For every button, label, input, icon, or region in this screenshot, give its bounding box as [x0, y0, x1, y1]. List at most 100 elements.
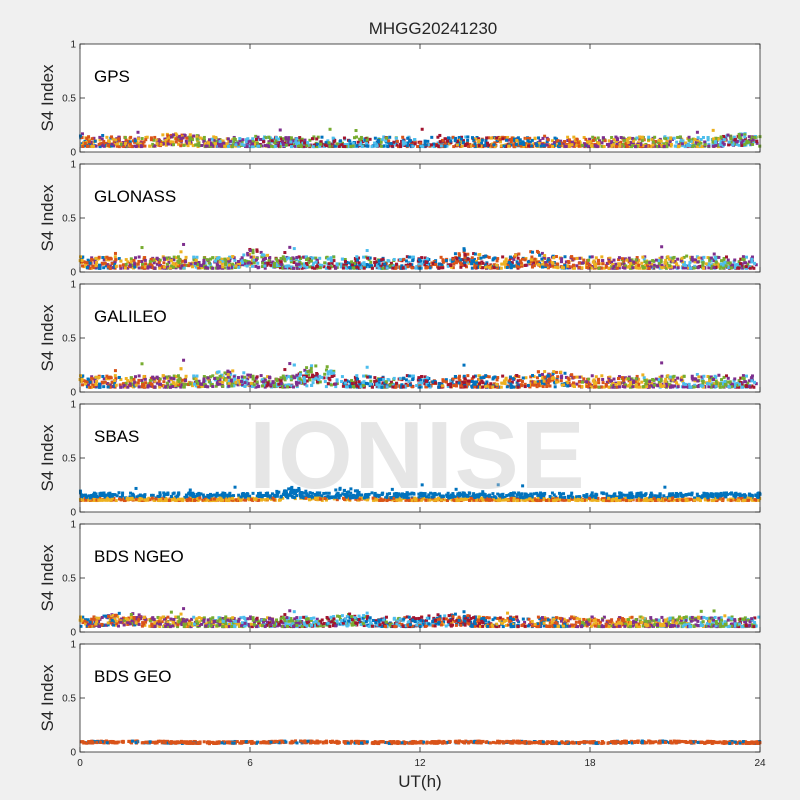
data-point	[148, 378, 152, 382]
data-point	[471, 383, 475, 387]
data-point	[401, 385, 405, 389]
data-point	[252, 261, 256, 265]
y-tick-label: 0	[70, 148, 76, 159]
data-point	[717, 137, 721, 141]
data-point	[571, 381, 575, 385]
data-point	[354, 378, 358, 382]
data-point	[353, 375, 357, 379]
data-point	[532, 142, 536, 146]
data-point	[270, 144, 274, 148]
data-point	[586, 145, 590, 149]
data-point	[410, 385, 414, 389]
data-point	[216, 266, 220, 270]
data-point	[676, 257, 680, 261]
data-point	[334, 382, 338, 386]
data-point	[128, 380, 132, 384]
data-point	[622, 138, 626, 142]
data-point	[682, 261, 686, 265]
data-point	[726, 376, 730, 380]
data-point	[627, 256, 631, 260]
data-point	[598, 139, 602, 143]
data-point	[628, 142, 632, 146]
data-point	[571, 263, 575, 267]
data-point	[266, 144, 270, 148]
data-point	[381, 262, 385, 266]
data-point	[263, 385, 267, 389]
data-point	[141, 142, 145, 146]
data-point	[612, 258, 616, 262]
data-point	[290, 265, 294, 269]
data-point	[707, 381, 711, 385]
data-point	[696, 379, 700, 383]
data-point	[137, 378, 141, 382]
data-point	[455, 257, 459, 261]
data-point	[474, 137, 478, 141]
data-point	[291, 139, 295, 143]
data-point	[238, 262, 242, 266]
data-point	[510, 261, 514, 265]
data-point	[129, 379, 133, 383]
data-point	[696, 260, 700, 264]
data-point	[716, 144, 720, 148]
data-point	[102, 144, 106, 148]
data-point	[462, 248, 466, 252]
data-point	[324, 368, 328, 372]
data-point	[164, 141, 168, 145]
data-point	[167, 375, 171, 379]
data-point	[335, 382, 339, 386]
data-point	[269, 137, 273, 141]
data-point	[226, 369, 230, 373]
data-point	[460, 144, 464, 148]
data-point	[505, 265, 509, 269]
data-point	[267, 141, 271, 145]
data-point	[312, 377, 316, 381]
data-point	[721, 385, 725, 389]
data-point	[459, 137, 463, 141]
data-point	[209, 143, 213, 147]
data-point	[513, 255, 517, 259]
data-point	[646, 263, 650, 267]
data-point	[169, 140, 173, 144]
data-point	[376, 138, 380, 142]
data-point	[192, 134, 196, 138]
data-point	[743, 142, 747, 146]
data-point	[484, 254, 488, 258]
data-point	[211, 374, 215, 378]
data-point	[692, 266, 696, 270]
data-point	[483, 382, 487, 386]
data-point	[452, 145, 456, 149]
data-point	[90, 257, 94, 261]
data-point	[362, 266, 366, 270]
data-point	[342, 144, 346, 148]
data-point	[520, 384, 524, 388]
data-point	[117, 257, 121, 261]
data-point	[327, 141, 331, 145]
data-point	[85, 385, 89, 389]
data-point	[188, 139, 192, 143]
data-point	[131, 139, 135, 143]
data-point	[502, 260, 506, 264]
data-point	[164, 139, 168, 143]
data-point	[406, 136, 410, 140]
data-point	[329, 259, 333, 263]
data-point	[488, 266, 492, 270]
data-point	[612, 265, 616, 269]
data-point	[263, 266, 267, 270]
data-point	[667, 143, 671, 147]
data-point	[452, 384, 456, 388]
data-point	[332, 369, 336, 373]
data-point	[304, 371, 308, 375]
data-point	[202, 260, 206, 264]
data-point	[105, 141, 109, 145]
data-point	[310, 375, 314, 379]
data-point	[318, 144, 322, 148]
data-point	[405, 374, 409, 378]
data-point	[317, 378, 321, 382]
data-point	[526, 139, 530, 143]
data-point	[280, 137, 284, 141]
data-point	[709, 382, 713, 386]
data-point	[291, 266, 295, 270]
data-point	[92, 385, 96, 389]
data-point	[648, 380, 652, 384]
